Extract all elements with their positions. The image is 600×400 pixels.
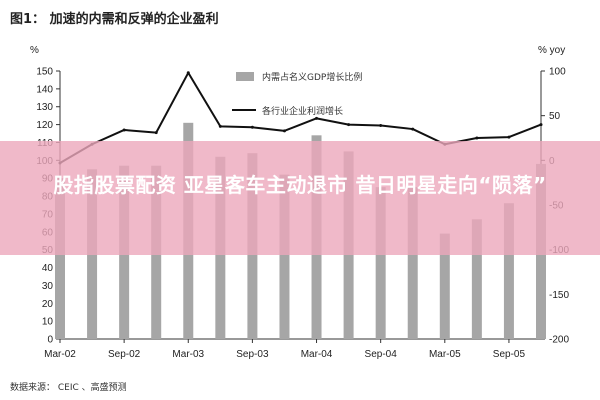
line-point: [250, 125, 254, 129]
left-axis-unit: %: [30, 45, 39, 56]
right-tick-label: 100: [549, 67, 566, 78]
line-point: [218, 124, 222, 128]
right-tick-label: 50: [549, 111, 561, 122]
x-tick-label: Mar-03: [172, 349, 204, 360]
line-point: [411, 127, 415, 131]
left-tick-label: 150: [36, 67, 53, 78]
left-tick-label: 140: [36, 84, 53, 95]
bar: [407, 187, 418, 339]
line-point: [315, 116, 319, 120]
bar: [55, 178, 65, 339]
line-point: [539, 123, 543, 127]
left-tick-label: 40: [42, 263, 54, 274]
bar: [279, 174, 290, 339]
left-tick-label: 20: [42, 299, 54, 310]
bar: [471, 219, 482, 339]
left-tick-label: 120: [36, 120, 53, 131]
source-note: 数据来源： CEIC 、高盛预测: [10, 381, 127, 393]
x-tick-label: Sep-02: [108, 349, 141, 360]
left-tick-label: 10: [42, 317, 54, 328]
x-tick-label: Mar-04: [301, 349, 333, 360]
line-point: [186, 71, 190, 75]
legend-bar-label: 内需占名义GDP增长比例: [262, 71, 362, 83]
bar: [503, 203, 514, 339]
x-tick-label: Sep-04: [365, 349, 398, 360]
line-point: [475, 136, 479, 140]
bar: [375, 187, 386, 339]
x-tick-label: Sep-05: [493, 349, 526, 360]
left-tick-label: 30: [42, 281, 54, 292]
line-point: [282, 129, 286, 133]
left-tick-label: 0: [47, 335, 53, 346]
line-point: [122, 128, 126, 132]
right-tick-label: -150: [549, 290, 569, 301]
line-point: [379, 123, 383, 127]
legend-bar-swatch: [236, 72, 254, 81]
left-tick-label: 130: [36, 102, 53, 113]
bar: [439, 233, 450, 339]
legend: 内需占名义GDP增长比例 各行业企业利润增长: [232, 71, 362, 117]
line-point: [347, 123, 351, 127]
x-tick-label: Mar-05: [429, 349, 461, 360]
legend-line-label: 各行业企业利润增长: [262, 105, 343, 117]
line-point: [154, 131, 158, 135]
headline-banner: [0, 141, 600, 255]
chart-title: 图1： 加速的内需和反弹的企业盈利: [10, 11, 219, 27]
right-axis-unit: % yoy: [538, 45, 565, 56]
line-point: [507, 135, 511, 139]
x-tick-label: Mar-02: [44, 349, 76, 360]
x-tick-label: Sep-03: [236, 349, 269, 360]
headline-text[interactable]: 股指股票配资 亚星客车主动退市 昔日明星走向“陨落”: [53, 173, 547, 197]
right-tick-label: -200: [549, 335, 569, 346]
